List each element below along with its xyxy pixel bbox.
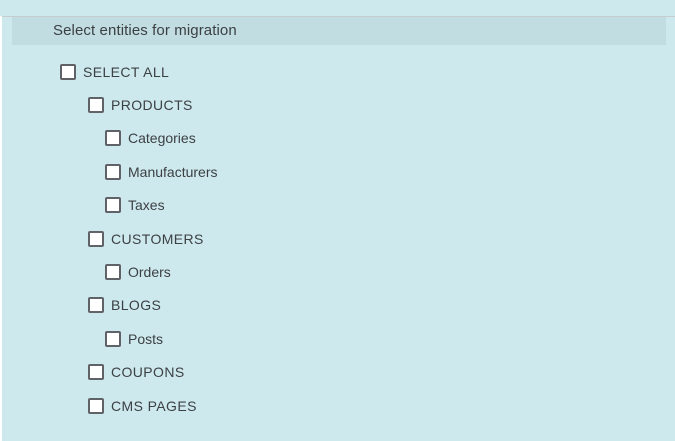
orders-label[interactable]: Orders <box>128 264 171 281</box>
entity-row-orders: Orders <box>0 255 675 288</box>
entity-row-taxes: Taxes <box>0 189 675 222</box>
cms-pages-label[interactable]: CMS PAGES <box>111 397 197 414</box>
orders-checkbox[interactable] <box>105 264 121 281</box>
products-label[interactable]: PRODUCTS <box>111 97 193 114</box>
manufacturers-checkbox[interactable] <box>105 163 121 180</box>
entity-row-customers: CUSTOMERS <box>0 222 675 255</box>
panel-top-border <box>2 16 675 17</box>
posts-checkbox[interactable] <box>105 330 121 347</box>
taxes-label[interactable]: Taxes <box>128 197 165 214</box>
blogs-label[interactable]: BLOGS <box>111 297 162 314</box>
select-all-label[interactable]: SELECT ALL <box>83 63 170 80</box>
panel-header: Select entities for migration <box>12 16 666 45</box>
entity-row-posts: Posts <box>0 322 675 355</box>
cms-pages-checkbox[interactable] <box>88 397 104 414</box>
entity-row-products: PRODUCTS <box>0 88 675 121</box>
entity-row-select-all: SELECT ALL <box>0 55 675 88</box>
coupons-checkbox[interactable] <box>88 364 104 381</box>
products-checkbox[interactable] <box>88 97 104 114</box>
entity-row-blogs: BLOGS <box>0 289 675 322</box>
entity-row-manufacturers: Manufacturers <box>0 155 675 188</box>
manufacturers-label[interactable]: Manufacturers <box>128 163 218 180</box>
categories-label[interactable]: Categories <box>128 130 196 147</box>
entity-row-categories: Categories <box>0 122 675 155</box>
page-left-edge <box>0 16 2 441</box>
entity-row-coupons: COUPONS <box>0 356 675 389</box>
categories-checkbox[interactable] <box>105 130 121 147</box>
coupons-label[interactable]: COUPONS <box>111 364 185 381</box>
blogs-checkbox[interactable] <box>88 297 104 314</box>
taxes-checkbox[interactable] <box>105 197 121 214</box>
entity-row-cms-pages: CMS PAGES <box>0 389 675 422</box>
panel-title: Select entities for migration <box>53 22 237 39</box>
customers-checkbox[interactable] <box>88 230 104 247</box>
entity-selection-list: SELECT ALL PRODUCTS Categories Manufacturer… <box>0 55 675 422</box>
customers-label[interactable]: CUSTOMERS <box>111 230 204 247</box>
select-all-checkbox[interactable] <box>60 63 76 80</box>
posts-label[interactable]: Posts <box>128 330 164 347</box>
